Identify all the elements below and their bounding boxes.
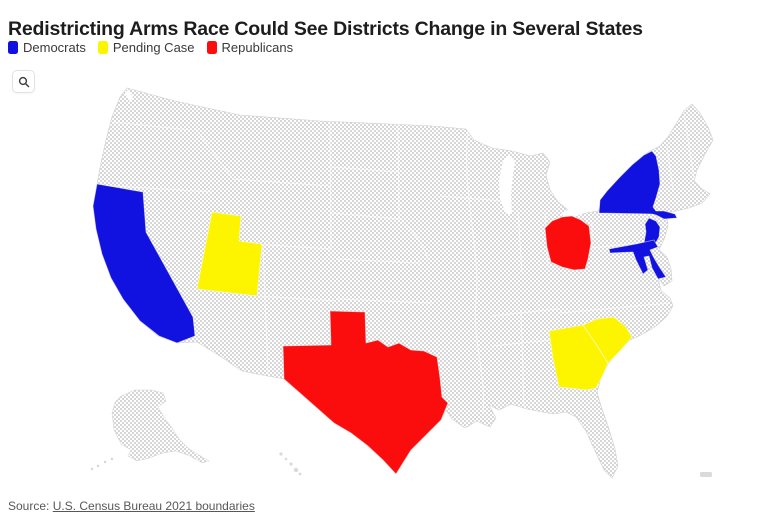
legend-label-democrats: Democrats — [23, 40, 86, 55]
legend-swatch-republicans — [206, 41, 217, 54]
legend-label-republicans: Republicans — [221, 40, 294, 55]
state-utah[interactable] — [196, 211, 263, 297]
legend-label-pending-case: Pending Case — [112, 40, 195, 55]
legend-item-democrats: Democrats — [8, 40, 86, 55]
state-alaska — [90, 389, 210, 471]
source-prefix: Source: — [8, 499, 50, 513]
source-line: Source: U.S. Census Bureau 2021 boundari… — [8, 499, 255, 513]
state-borders — [97, 112, 695, 415]
state-ohio[interactable] — [544, 215, 592, 271]
map-search-zoom-button[interactable] — [12, 70, 35, 93]
territory-puerto-rico — [700, 472, 712, 477]
source-link[interactable]: U.S. Census Bureau 2021 boundaries — [52, 499, 255, 513]
legend-item-pending-case: Pending Case — [97, 40, 195, 55]
legend-item-republicans: Republicans — [206, 40, 294, 55]
map-legend: Democrats Pending Case Republicans — [8, 40, 293, 55]
legend-swatch-democrats — [8, 41, 18, 54]
state-new-york[interactable] — [598, 150, 678, 220]
state-texas[interactable] — [282, 310, 449, 475]
state-california[interactable] — [92, 183, 196, 344]
state-maryland[interactable] — [608, 239, 667, 280]
page-title: Redistricting Arms Race Could See Distri… — [8, 18, 643, 41]
state-south-carolina[interactable] — [582, 316, 633, 364]
legend-swatch-pending-case — [97, 41, 108, 54]
search-icon — [18, 76, 29, 87]
state-hawaii — [279, 452, 302, 476]
